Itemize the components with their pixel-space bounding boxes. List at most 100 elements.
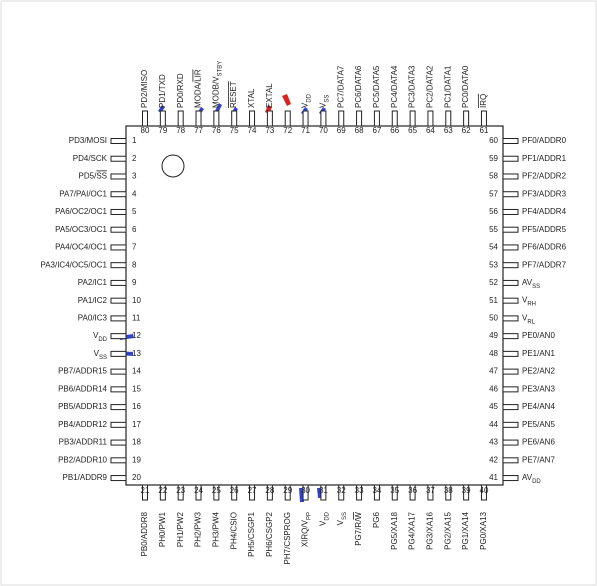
pin-number: 17 [132, 420, 141, 429]
pin-label: MODB/VSTBY [211, 61, 222, 108]
pin-label: PE6/AN6 [522, 438, 555, 447]
pin-number: 79 [158, 126, 167, 135]
pin-label: PF0/ADDR0 [522, 136, 567, 145]
pin [110, 191, 127, 198]
label-part: SS [96, 172, 107, 181]
pin-label: PF6/ADDR6 [522, 243, 567, 252]
pin-label: PA7/PAI/OC1 [59, 189, 107, 198]
pin [302, 484, 309, 501]
pin-number: 52 [489, 278, 498, 287]
pin-label: XTAL [247, 88, 256, 108]
pin-label: PH7/CSPROG [283, 512, 292, 564]
pin-label: PA1/IC2 [78, 296, 108, 305]
pin [110, 138, 127, 144]
pin [502, 279, 519, 286]
pin-label: PE4/AN4 [522, 402, 555, 411]
pin [302, 110, 309, 127]
pin [356, 110, 363, 127]
pin-number: 12 [132, 331, 141, 340]
pin-label: PB7/ADDR15 [58, 367, 107, 376]
pin-label: PC6/DATA6 [354, 65, 363, 108]
pin [110, 439, 127, 446]
pin [213, 110, 220, 127]
pin-label: PE3/AN3 [522, 384, 555, 393]
pin-label: PG6 [372, 511, 381, 528]
pin-label: VSS [336, 512, 347, 525]
pin-label: PB2/ADDR10 [58, 455, 107, 464]
pin [177, 110, 184, 127]
label-part: RL [527, 319, 535, 325]
pin [320, 484, 327, 501]
pin-number: 23 [176, 486, 185, 495]
label-part: PG7/R/ [354, 519, 363, 546]
pin-label: PA2/IC1 [78, 278, 108, 287]
pin-number: 54 [489, 243, 498, 252]
pin1-marker [161, 154, 185, 178]
pin-label: IRQ [479, 94, 488, 108]
pin-label: PH4/CSIO [229, 512, 238, 549]
label-part: LIR [194, 69, 203, 82]
label-part: SS [324, 95, 330, 103]
pin-number: 36 [408, 486, 417, 495]
pin-number: 55 [489, 225, 498, 234]
pin [502, 191, 519, 198]
pin-label: PB5/ADDR13 [58, 402, 107, 411]
pin [249, 110, 256, 127]
pin-number: 6 [132, 225, 137, 234]
label-part: DD [98, 337, 107, 343]
pin-label: VDD [93, 331, 108, 342]
pin-number: 49 [489, 331, 498, 340]
label-part: XIRQ/V [301, 519, 310, 547]
pin-label: AVSS [522, 278, 540, 289]
pin-number: 57 [489, 189, 498, 198]
pin-label: PB4/ADDR12 [58, 420, 107, 429]
label-part: PD5/ [79, 172, 98, 181]
pin [110, 350, 127, 357]
pin [502, 315, 519, 322]
pin-number: 70 [319, 126, 328, 135]
pin-label: PE2/AN2 [522, 367, 555, 376]
pin-number: 25 [212, 486, 221, 495]
pin-label: VSS [94, 349, 107, 360]
pin-number: 16 [132, 402, 141, 411]
pin [110, 404, 127, 411]
pin-number: 37 [426, 486, 435, 495]
pin-number: 24 [194, 486, 203, 495]
pin [110, 457, 127, 464]
pin [502, 138, 519, 144]
pin [445, 484, 452, 501]
pin-number: 59 [489, 154, 498, 163]
arrow [158, 105, 165, 113]
pin [110, 262, 127, 269]
label-part: V [319, 520, 328, 526]
pin [231, 110, 238, 127]
pin [391, 484, 398, 501]
pin-label: PC7/DATA7 [336, 65, 345, 108]
pin-number: 45 [489, 402, 498, 411]
pin-number: 30 [301, 486, 310, 495]
pin-label: PC4/DATA4 [390, 65, 399, 108]
pin-label: PE7/AN7 [522, 455, 555, 464]
pin [445, 110, 452, 127]
pin [480, 110, 487, 127]
pin-label: PC1/DATA1 [443, 65, 452, 108]
pin-number: 58 [489, 172, 498, 181]
pin-number: 56 [489, 207, 498, 216]
pin-number: 40 [480, 486, 489, 495]
pin [502, 297, 519, 304]
pin [213, 484, 220, 501]
pin-label: PC0/DATA0 [461, 65, 470, 108]
pin [502, 350, 519, 357]
pin [110, 386, 127, 393]
pin [427, 110, 434, 127]
pin [463, 484, 470, 501]
label-part: V [522, 314, 528, 323]
pin-label: PB0/ADDR8 [140, 511, 149, 556]
pin [142, 110, 148, 127]
pin-number: 62 [462, 126, 471, 135]
pin-label: PF3/ADDR3 [522, 189, 567, 198]
pin [284, 484, 291, 501]
pin-label: PG2/XA15 [443, 511, 452, 549]
pin-label: PA4/OC4/OC1 [55, 243, 107, 252]
label-part: DD [324, 511, 330, 520]
